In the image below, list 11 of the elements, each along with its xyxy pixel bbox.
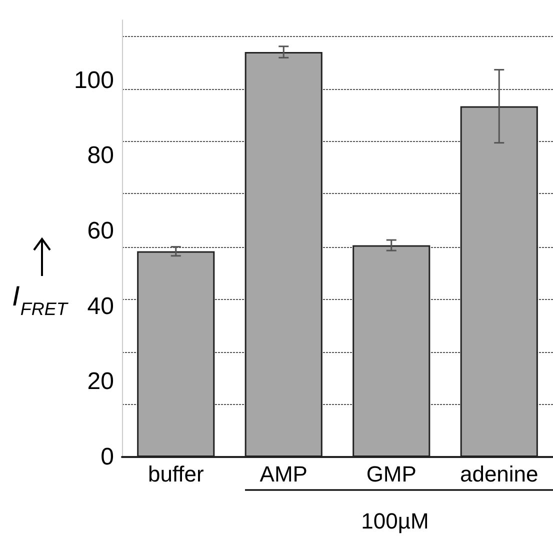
text: 100µM [361,508,429,534]
y-tick-label: 20 [87,368,114,396]
x-tick-label: adenine [460,462,538,486]
y-tick-label: 0 [100,444,114,470]
y-tick-label: 100 [74,66,114,94]
y-tick-label: 40 [87,292,114,320]
y-tick-label: 60 [87,217,114,244]
x-tick-label: buffer [148,462,204,486]
x-tick-label: AMP [260,462,308,486]
y-tick-label: 80 [87,142,114,170]
x-tick-label: GMP [366,462,416,486]
